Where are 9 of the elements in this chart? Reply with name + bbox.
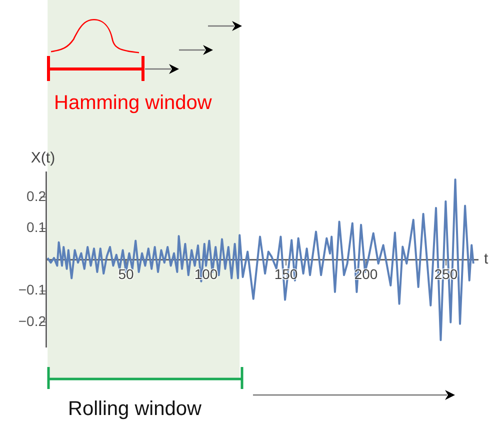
y-tick-label: −0.1 <box>18 282 46 298</box>
y-tick-label: −0.2 <box>18 312 46 329</box>
text: Rolling window <box>68 398 202 420</box>
text: Hamming window <box>54 92 212 114</box>
y-axis-title: X(t) <box>30 150 56 167</box>
x-tick-label: 50 <box>118 266 134 282</box>
y-tick-label: 0.2 <box>26 188 46 204</box>
x-axis-title: t <box>484 250 489 268</box>
y-tick-label: 0.1 <box>26 219 46 236</box>
